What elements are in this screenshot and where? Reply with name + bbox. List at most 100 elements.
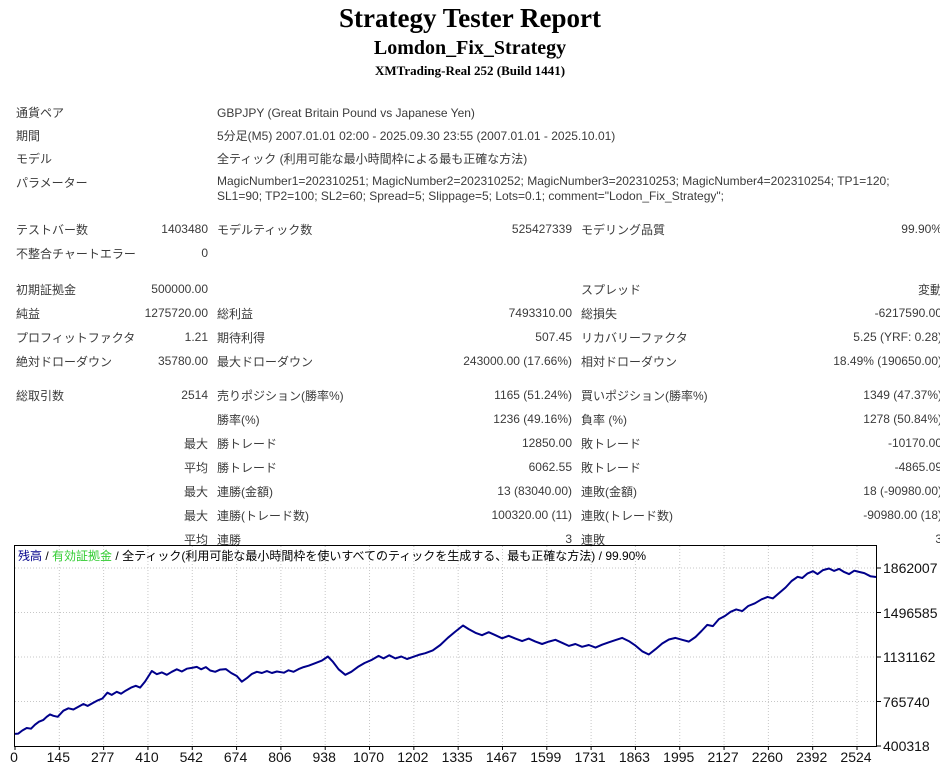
stat-value: -10170.00 [887,436,940,450]
stat-value: 3 [565,532,572,546]
stat-value [376,241,572,265]
stat-value: 最大 [183,436,208,451]
x-tick-label: 1467 [485,749,518,762]
legend-equity-label: 有効証拠金 [52,549,113,563]
stat-value [376,277,572,301]
table-row: 平均 連勝 3 連敗 3 [16,527,940,551]
stat-value: 507.45 [535,330,572,344]
stat-label: 絶対ドローダウン [16,354,113,369]
legend-balance-label: 残高 [18,549,43,563]
table-row: 純益 1275720.00 総利益 7493310.00 総損失 -6217590.00 [16,301,940,325]
stat-value: 変動 [917,282,940,297]
table-row: 期間 5分足(M5) 2007.01.01 02:00 - 2025.09.30… [16,124,924,147]
stat-value: 3 [935,532,940,546]
stat-label: 総損失 [581,306,618,321]
stat-label: プロフィットファクタ [16,330,136,345]
stat-label: 買いポジション(勝率%) [581,388,708,403]
report-title: Strategy Tester Report [339,3,601,33]
stat-label: 売りポジション(勝率%) [217,388,344,403]
stat-value: 243000.00 (17.66%) [463,354,572,368]
stat-label: 連勝(金額) [217,484,273,499]
legend-quality: 99.90% [605,549,647,563]
stat-label: 勝トレード [217,436,278,451]
stat-label: モデリング品質 [581,222,666,237]
table-row: 総取引数 2514 売りポジション(勝率%) 1165 (51.24%) 買いポジション… [16,383,940,407]
stat-label [16,503,108,527]
stat-value: 1.21 [184,330,208,344]
info-label: モデル [16,152,53,166]
table-row: 最大 勝トレード 12850.00 敗トレード -10170.00 [16,431,940,455]
strategy-name: Lomdon_Fix_Strategy [373,37,567,59]
stat-label: 連勝(トレード数) [217,508,309,523]
x-tick-label: 1335 [441,749,473,762]
stat-label: モデルティック数 [217,222,313,237]
stat-label [208,241,376,265]
stat-label: 連勝 [217,532,242,547]
stat-label [16,431,108,455]
table-row: モデル 全ティック (利用可能な最小時間枠による最も正確な方法) [16,147,924,170]
stat-label [572,241,740,265]
equity-chart: 残高 / 有効証拠金 / 全ティック(利用可能な最小時間枠を使いすべてのティック… [10,545,938,762]
stat-value: -90980.00 (18) [863,508,940,522]
info-value-parameters: MagicNumber1=202310251; MagicNumber2=202… [217,174,890,203]
x-tick-label: 806 [268,749,292,762]
table-row: 不整合チャートエラー 0 [16,241,940,265]
stat-label: 敗トレード [581,460,642,475]
info-label: 通貨ペア [16,106,65,120]
stat-value: 18.49% (190650.00) [833,354,940,368]
table-row: 初期証拠金 500000.00 スプレッド 変動 [16,277,940,301]
x-tick-label: 1863 [618,749,650,762]
x-tick-label: 1995 [663,749,695,762]
stat-label: 総取引数 [16,388,65,403]
table-row: 通貨ペア GBPJPY (Great Britain Pound vs Japa… [16,101,924,124]
x-tick-label: 1731 [574,749,606,762]
stat-label: 勝トレード [217,460,278,475]
legend-separator: / [42,549,53,563]
stat-label [16,479,108,503]
stat-label [16,407,108,431]
x-tick-label: 1202 [397,749,429,762]
legend-separator: / [112,549,123,563]
x-tick-label: 542 [179,749,203,762]
chart-plot: 残高 / 有効証拠金 / 全ティック(利用可能な最小時間枠を使いすべてのティック… [14,545,881,750]
stat-label: 勝率(%) [217,412,260,427]
y-tick-label: 400318 [883,738,930,754]
info-value: GBPJPY (Great Britain Pound vs Japanese … [217,105,475,120]
stat-value: 最大 [183,484,208,499]
stat-label [208,277,376,301]
x-tick-label: 938 [312,749,336,762]
stat-label: スプレッド [581,282,642,297]
stat-value: 12850.00 [521,436,572,450]
stat-label: テストバー数 [16,222,89,237]
balance-curve-svg [14,546,881,750]
stat-value: 1278 (50.84%) [863,412,940,426]
info-table: 通貨ペア GBPJPY (Great Britain Pound vs Japa… [16,101,924,208]
stat-value: 99.90% [901,222,940,236]
stat-value: 525427339 [511,222,572,236]
x-tick-label: 410 [135,749,159,762]
stat-value: 1236 (49.16%) [493,412,572,426]
x-tick-label: 2524 [840,749,872,762]
stat-value [108,407,208,431]
info-value: 5分足(M5) 2007.01.01 02:00 - 2025.09.30 23… [217,129,616,143]
y-tick-label: 765740 [883,693,930,710]
stat-value: 100320.00 (11) [491,508,572,522]
x-tick-label: 674 [223,749,248,762]
x-tick-label: 2260 [751,749,783,762]
stat-label: 相対ドローダウン [581,354,678,369]
stats-table-results: 初期証拠金 500000.00 スプレッド 変動 純益 1275720.00 総利益 7493… [16,277,940,373]
stat-value: 13 (83040.00) [497,484,572,498]
stat-value: 最大 [183,508,208,523]
legend-separator: / [595,549,606,563]
balance-line [14,567,877,735]
stat-label [16,455,108,479]
stat-label: 敗トレード [581,436,642,451]
table-row: パラメーター MagicNumber1=202310251; MagicNumb… [16,170,924,208]
stat-value: 18 (-90980.00) [863,484,940,498]
x-tick-label: 1070 [352,749,385,762]
stat-value: 2514 [181,388,208,402]
stat-value: 5.25 (YRF: 0.28) [853,330,940,344]
x-tick-label: 2392 [796,749,828,762]
y-tick-label: 1131162 [883,649,936,665]
stat-label: 不整合チャートエラー [16,246,136,261]
